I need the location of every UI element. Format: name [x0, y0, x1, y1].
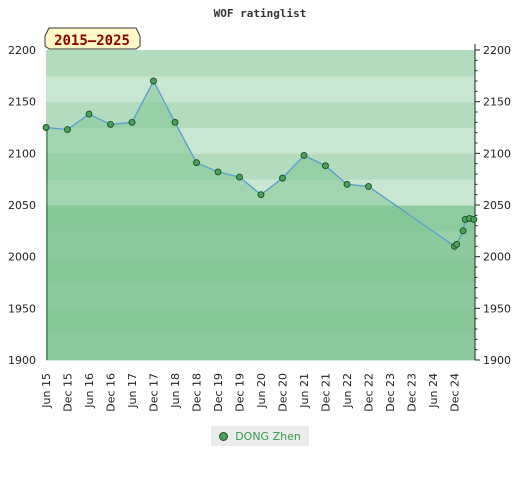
data-point [42, 124, 50, 131]
data-point [453, 240, 461, 248]
legend-label: DONG Zhen [235, 429, 301, 443]
data-point [322, 162, 329, 170]
y-tick-label-right: 1950 [483, 302, 511, 315]
y-tick-label-right: 1900 [483, 354, 511, 367]
chart-title: WOF ratinglist [214, 7, 307, 20]
background-band [46, 75, 475, 103]
markers [42, 77, 478, 250]
y-tick-label-right: 2000 [483, 251, 511, 264]
background-band [46, 50, 475, 77]
data-point [64, 126, 71, 134]
y-tick-label-left: 2100 [8, 147, 36, 160]
data-point [193, 159, 200, 167]
period-badge-label: 2015–2025 [54, 33, 130, 49]
x-tick-label: Dec 19 [234, 373, 247, 412]
x-tick-label: Dec 17 [148, 373, 161, 412]
y-tick-label-right: 2100 [483, 147, 511, 160]
data-point [236, 173, 243, 181]
data-point [107, 120, 114, 128]
x-tick-label: Jun 18 [169, 373, 182, 409]
series-line [45, 79, 475, 248]
y-tick-label-left: 1950 [8, 302, 36, 315]
y-tick-label-right: 2200 [483, 44, 511, 57]
series-area [46, 81, 474, 360]
data-point [85, 110, 93, 118]
x-tick-label: Dec 20 [277, 373, 290, 412]
y-tick-label-right: 2150 [483, 96, 511, 109]
data-point [470, 216, 478, 223]
y-tick-label-left: 1900 [8, 354, 36, 367]
data-point [214, 168, 222, 176]
y-tick-label-right: 2050 [483, 199, 511, 212]
y-tick-label-left: 2000 [8, 251, 36, 264]
axes: 1900 1900 1950 1950 2000 2000 2050 2050 2100 2100… [8, 44, 511, 412]
x-tick-label: Dec 15 [62, 373, 75, 412]
data-point [171, 118, 179, 126]
x-tick-label: Dec 22 [363, 373, 376, 412]
x-tick-label: Dec 19 [212, 373, 225, 412]
data-point [459, 227, 467, 235]
x-tick-label: Dec 18 [191, 373, 204, 412]
data-point [257, 191, 265, 199]
x-tick-label: Dec 23 [406, 373, 419, 412]
data-point [365, 182, 372, 190]
x-tick-label: Jun 22 [341, 373, 354, 409]
period-badge-shape [44, 27, 141, 50]
data-point [128, 118, 136, 126]
y-tick-label-left: 2200 [8, 44, 36, 57]
period-badge: 2015–2025 [44, 27, 141, 50]
data-point [279, 174, 286, 182]
x-tick-label: Jun 17 [126, 373, 139, 409]
legend-marker-icon [219, 431, 229, 441]
x-tick-label: Dec 16 [105, 373, 118, 412]
x-tick-label: Dec 24 [449, 373, 462, 412]
data-point [343, 180, 351, 188]
data-point [150, 77, 157, 85]
x-tick-label: Jun 15 [40, 373, 53, 409]
x-tick-label: Jun 20 [255, 373, 268, 409]
data-point [300, 151, 308, 159]
area-layer [45, 79, 475, 360]
x-tick-label: Dec 21 [320, 373, 333, 412]
x-tick-label: Dec 23 [384, 373, 397, 412]
x-tick-label: Jun 24 [427, 373, 440, 409]
y-tick-label-left: 2150 [8, 96, 36, 109]
x-tick-label: Jun 16 [83, 373, 96, 409]
y-tick-label-left: 2050 [8, 199, 36, 212]
x-tick-label: Jun 21 [298, 373, 311, 409]
legend[interactable]: DONG Zhen [211, 426, 309, 446]
